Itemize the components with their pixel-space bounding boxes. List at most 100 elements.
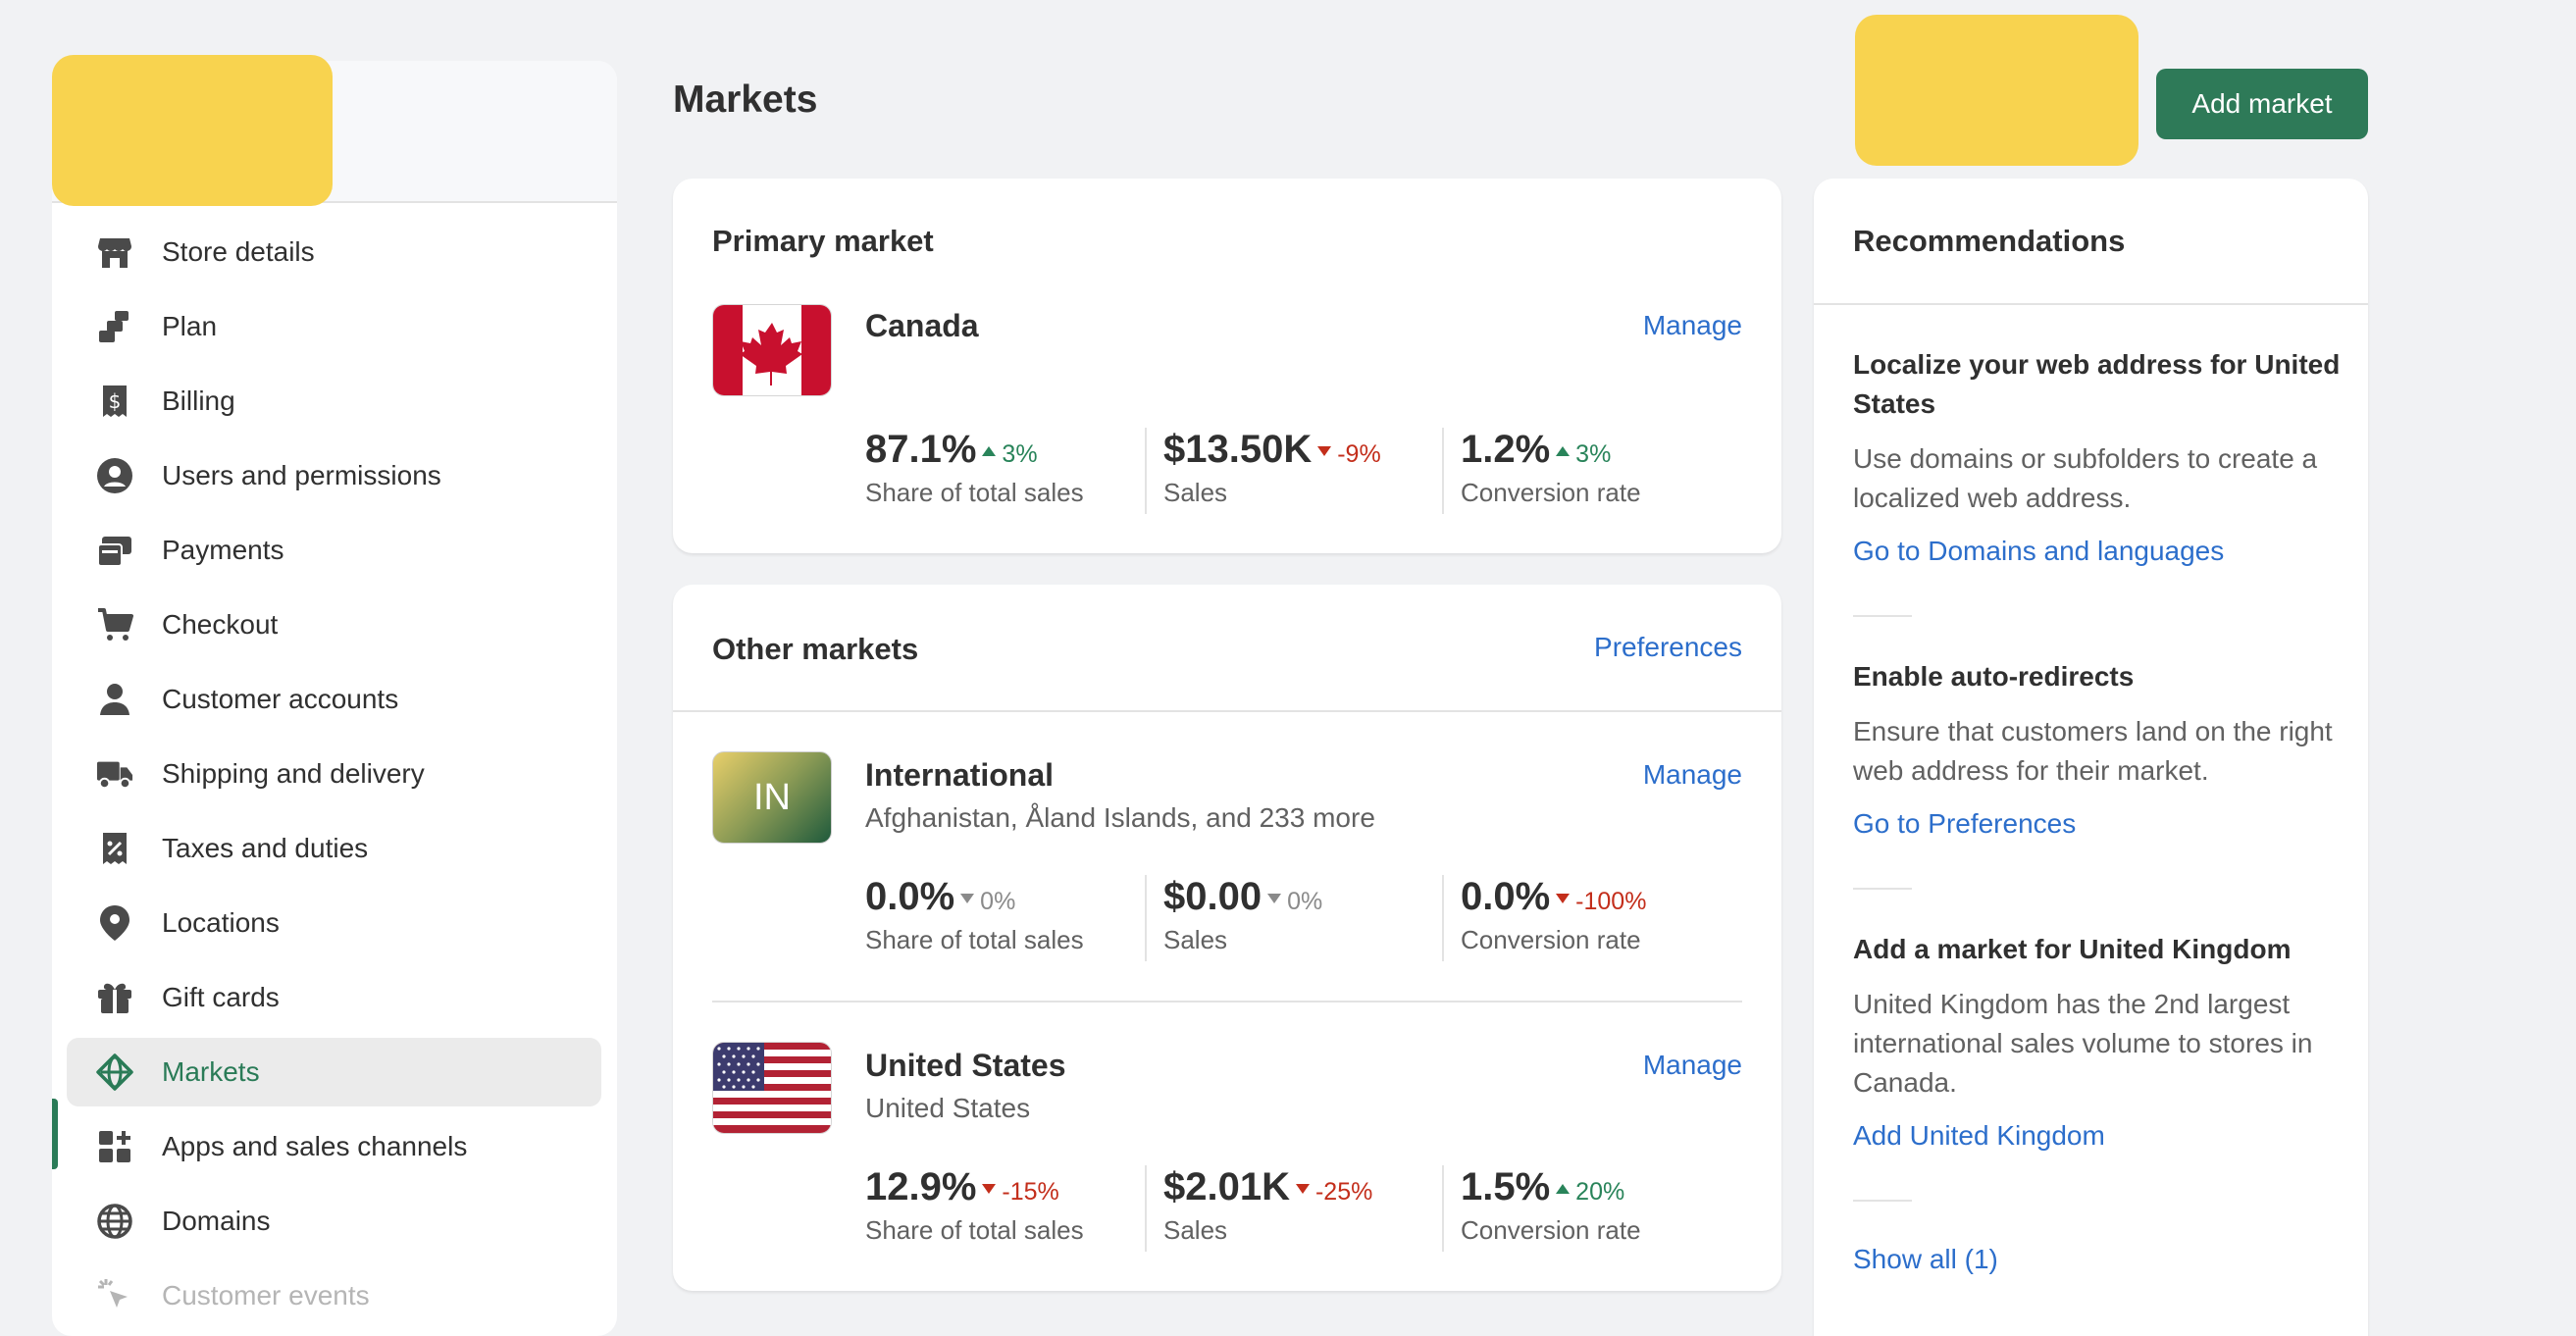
show-all-link[interactable]: Show all (1) — [1853, 1244, 1998, 1274]
trend-flat-icon — [960, 894, 975, 904]
trend-down-icon — [1317, 446, 1332, 457]
sidebar-item-customer-accounts[interactable]: Customer accounts — [67, 665, 601, 734]
sidebar-item-markets[interactable]: Markets — [67, 1038, 601, 1106]
person-icon — [96, 681, 133, 718]
sidebar-item-apps[interactable]: Apps and sales channels — [67, 1112, 601, 1181]
truck-icon — [96, 755, 133, 793]
metric-label: Conversion rate — [1461, 925, 1641, 954]
sidebar-item-taxes[interactable]: Taxes and duties — [67, 814, 601, 883]
market-name: International — [865, 757, 1055, 793]
metric-label: Share of total sales — [865, 925, 1084, 954]
sidebar-item-shipping[interactable]: Shipping and delivery — [67, 740, 601, 808]
metric-divider — [1442, 875, 1444, 961]
page-title: Markets — [673, 78, 818, 121]
recommendation-divider — [1853, 615, 1912, 617]
recommendation-link[interactable]: Go to Domains and languages — [1853, 536, 2225, 566]
market-subtitle: United States — [865, 1093, 1031, 1123]
sidebar-item-locations[interactable]: Locations — [67, 889, 601, 957]
metric-change-value: 3% — [1575, 440, 1612, 468]
redacted-store-logo — [52, 55, 333, 206]
market-name: Canada — [865, 308, 979, 343]
metric-change: -9% — [1317, 440, 1381, 468]
sidebar-item-label: Billing — [162, 385, 235, 416]
metric-divider — [1442, 1165, 1444, 1252]
billing-icon: $ — [96, 383, 133, 420]
recommendation-divider — [1853, 1200, 1912, 1202]
sidebar-item-label: Customer events — [162, 1280, 370, 1310]
metric-divider — [1145, 875, 1147, 961]
other-markets-card: Other markets Preferences IN Internation… — [673, 585, 1781, 1291]
metric-change-value: -25% — [1314, 1178, 1373, 1206]
market-divider — [712, 1001, 1742, 1002]
manage-link[interactable]: Manage — [1642, 1050, 1742, 1080]
metric-label: Conversion rate — [1461, 478, 1641, 507]
card-title: Primary market — [712, 224, 934, 258]
manage-link[interactable]: Manage — [1642, 310, 1742, 340]
payments-icon — [96, 532, 133, 569]
recommendation-link[interactable]: Go to Preferences — [1853, 808, 2077, 839]
sidebar-item-customer-events[interactable]: Customer events — [67, 1261, 601, 1330]
market-name: United States — [865, 1048, 1066, 1083]
recommendation-link[interactable]: Add United Kingdom — [1853, 1120, 2105, 1151]
metric-share: 12.9% -15% Share of total sales — [865, 1165, 1084, 1246]
sidebar-item-gift-cards[interactable]: Gift cards — [67, 963, 601, 1032]
sidebar-item-label: Shipping and delivery — [162, 758, 425, 789]
svg-text:$: $ — [109, 389, 122, 413]
store-icon — [96, 233, 133, 271]
sidebar-item-plan[interactable]: Plan — [67, 292, 601, 361]
trend-up-icon — [1556, 1184, 1571, 1195]
trend-up-icon — [982, 446, 997, 457]
user-circle-icon — [96, 457, 133, 494]
metric-change-value: -100% — [1575, 888, 1647, 915]
add-market-button[interactable]: Add market — [2156, 69, 2368, 139]
metric-conversion: 1.2% 3% Conversion rate — [1461, 428, 1641, 508]
international-badge: IN — [712, 751, 832, 844]
gift-icon — [96, 979, 133, 1016]
preferences-link[interactable]: Preferences — [1594, 632, 1742, 662]
sidebar-item-label: Store details — [162, 236, 315, 267]
metric-change: 20% — [1556, 1178, 1624, 1206]
manage-link[interactable]: Manage — [1642, 759, 1742, 790]
sidebar-item-label: Markets — [162, 1056, 260, 1087]
active-indicator — [52, 1099, 58, 1169]
sidebar-item-label: Gift cards — [162, 982, 280, 1012]
metric-change-value: -15% — [1002, 1178, 1059, 1206]
metric-divider — [1145, 1165, 1147, 1252]
metric-value: 1.2% — [1461, 428, 1551, 471]
canada-flag — [712, 304, 832, 396]
metric-value: $13.50K — [1163, 428, 1313, 471]
card-header-divider — [1814, 303, 2368, 305]
recommendation-body: Ensure that customers land on the right … — [1853, 716, 2333, 786]
settings-sidebar: Store details Plan $ Billing Users and p… — [52, 61, 617, 1336]
sidebar-item-store-details[interactable]: Store details — [67, 218, 601, 286]
badge-text: IN — [753, 776, 791, 818]
sidebar-item-users[interactable]: Users and permissions — [67, 441, 601, 510]
sidebar-item-domains[interactable]: Domains — [67, 1187, 601, 1256]
cursor-click-icon — [96, 1277, 133, 1314]
metric-sales: $2.01K -25% Sales — [1163, 1165, 1372, 1246]
receipt-percent-icon — [96, 830, 133, 867]
sidebar-item-label: Customer accounts — [162, 684, 399, 714]
metric-value: 0.0% — [1461, 875, 1551, 918]
metric-change-value: 0% — [980, 888, 1016, 915]
metric-divider — [1442, 428, 1444, 514]
trend-flat-icon — [1267, 894, 1282, 904]
metric-change: -100% — [1556, 888, 1646, 915]
metric-value: 1.5% — [1461, 1165, 1551, 1208]
metric-change-value: 0% — [1287, 888, 1323, 915]
metric-value: $2.01K — [1163, 1165, 1290, 1208]
sidebar-item-billing[interactable]: $ Billing — [67, 367, 601, 436]
metric-value: 0.0% — [865, 875, 955, 918]
card-header-divider — [673, 710, 1781, 712]
primary-market-card: Primary market Canada Manage 87.1% 3% Sha… — [673, 179, 1781, 553]
recommendation-body: Use domains or subfolders to create a lo… — [1853, 443, 2318, 513]
sidebar-item-checkout[interactable]: Checkout — [67, 591, 601, 659]
metric-value: 87.1% — [865, 428, 977, 471]
recommendation-divider — [1853, 888, 1912, 890]
sidebar-item-payments[interactable]: Payments — [67, 516, 601, 585]
trend-up-icon — [1556, 446, 1571, 457]
metric-conversion: 1.5% 20% Conversion rate — [1461, 1165, 1641, 1246]
metric-conversion: 0.0% -100% Conversion rate — [1461, 875, 1646, 955]
metric-divider — [1145, 428, 1147, 514]
redacted-header-action — [1855, 15, 2138, 166]
